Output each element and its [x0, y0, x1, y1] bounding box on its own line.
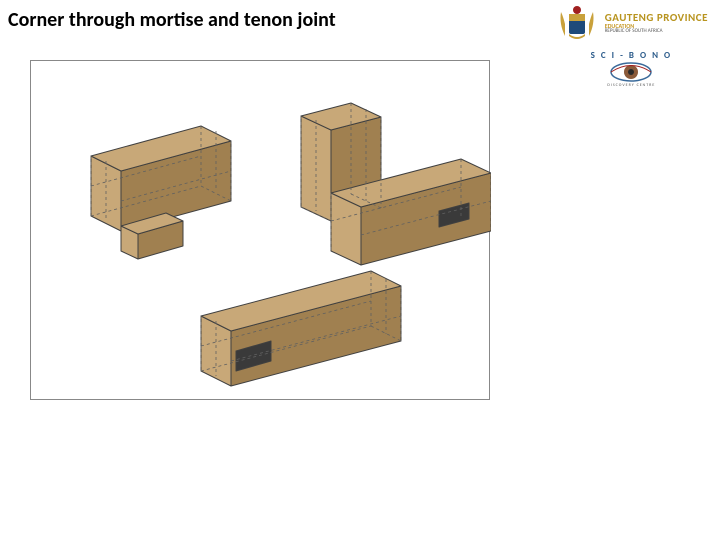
republic-label: REPUBLIC OF SOUTH AFRICA — [605, 29, 708, 34]
crest-icon — [555, 4, 599, 42]
logo-block: GAUTENG PROVINCE EDUCATION REPUBLIC OF S… — [555, 4, 708, 94]
eye-icon — [609, 61, 653, 83]
diagram-frame — [30, 60, 490, 400]
joint-diagram — [31, 61, 491, 401]
gov-text: GAUTENG PROVINCE EDUCATION REPUBLIC OF S… — [605, 12, 708, 34]
scibono-sub: DISCOVERY CENTRE — [607, 83, 655, 88]
page-title: Corner through mortise and tenon joint — [8, 8, 336, 32]
title-text: Corner through mortise and tenon joint — [8, 8, 336, 32]
scibono-logo: S C I - B O N O DISCOVERY CENTRE — [586, 44, 676, 94]
gauteng-logo: GAUTENG PROVINCE EDUCATION REPUBLIC OF S… — [555, 4, 708, 42]
scibono-label: S C I - B O N O — [591, 50, 673, 61]
